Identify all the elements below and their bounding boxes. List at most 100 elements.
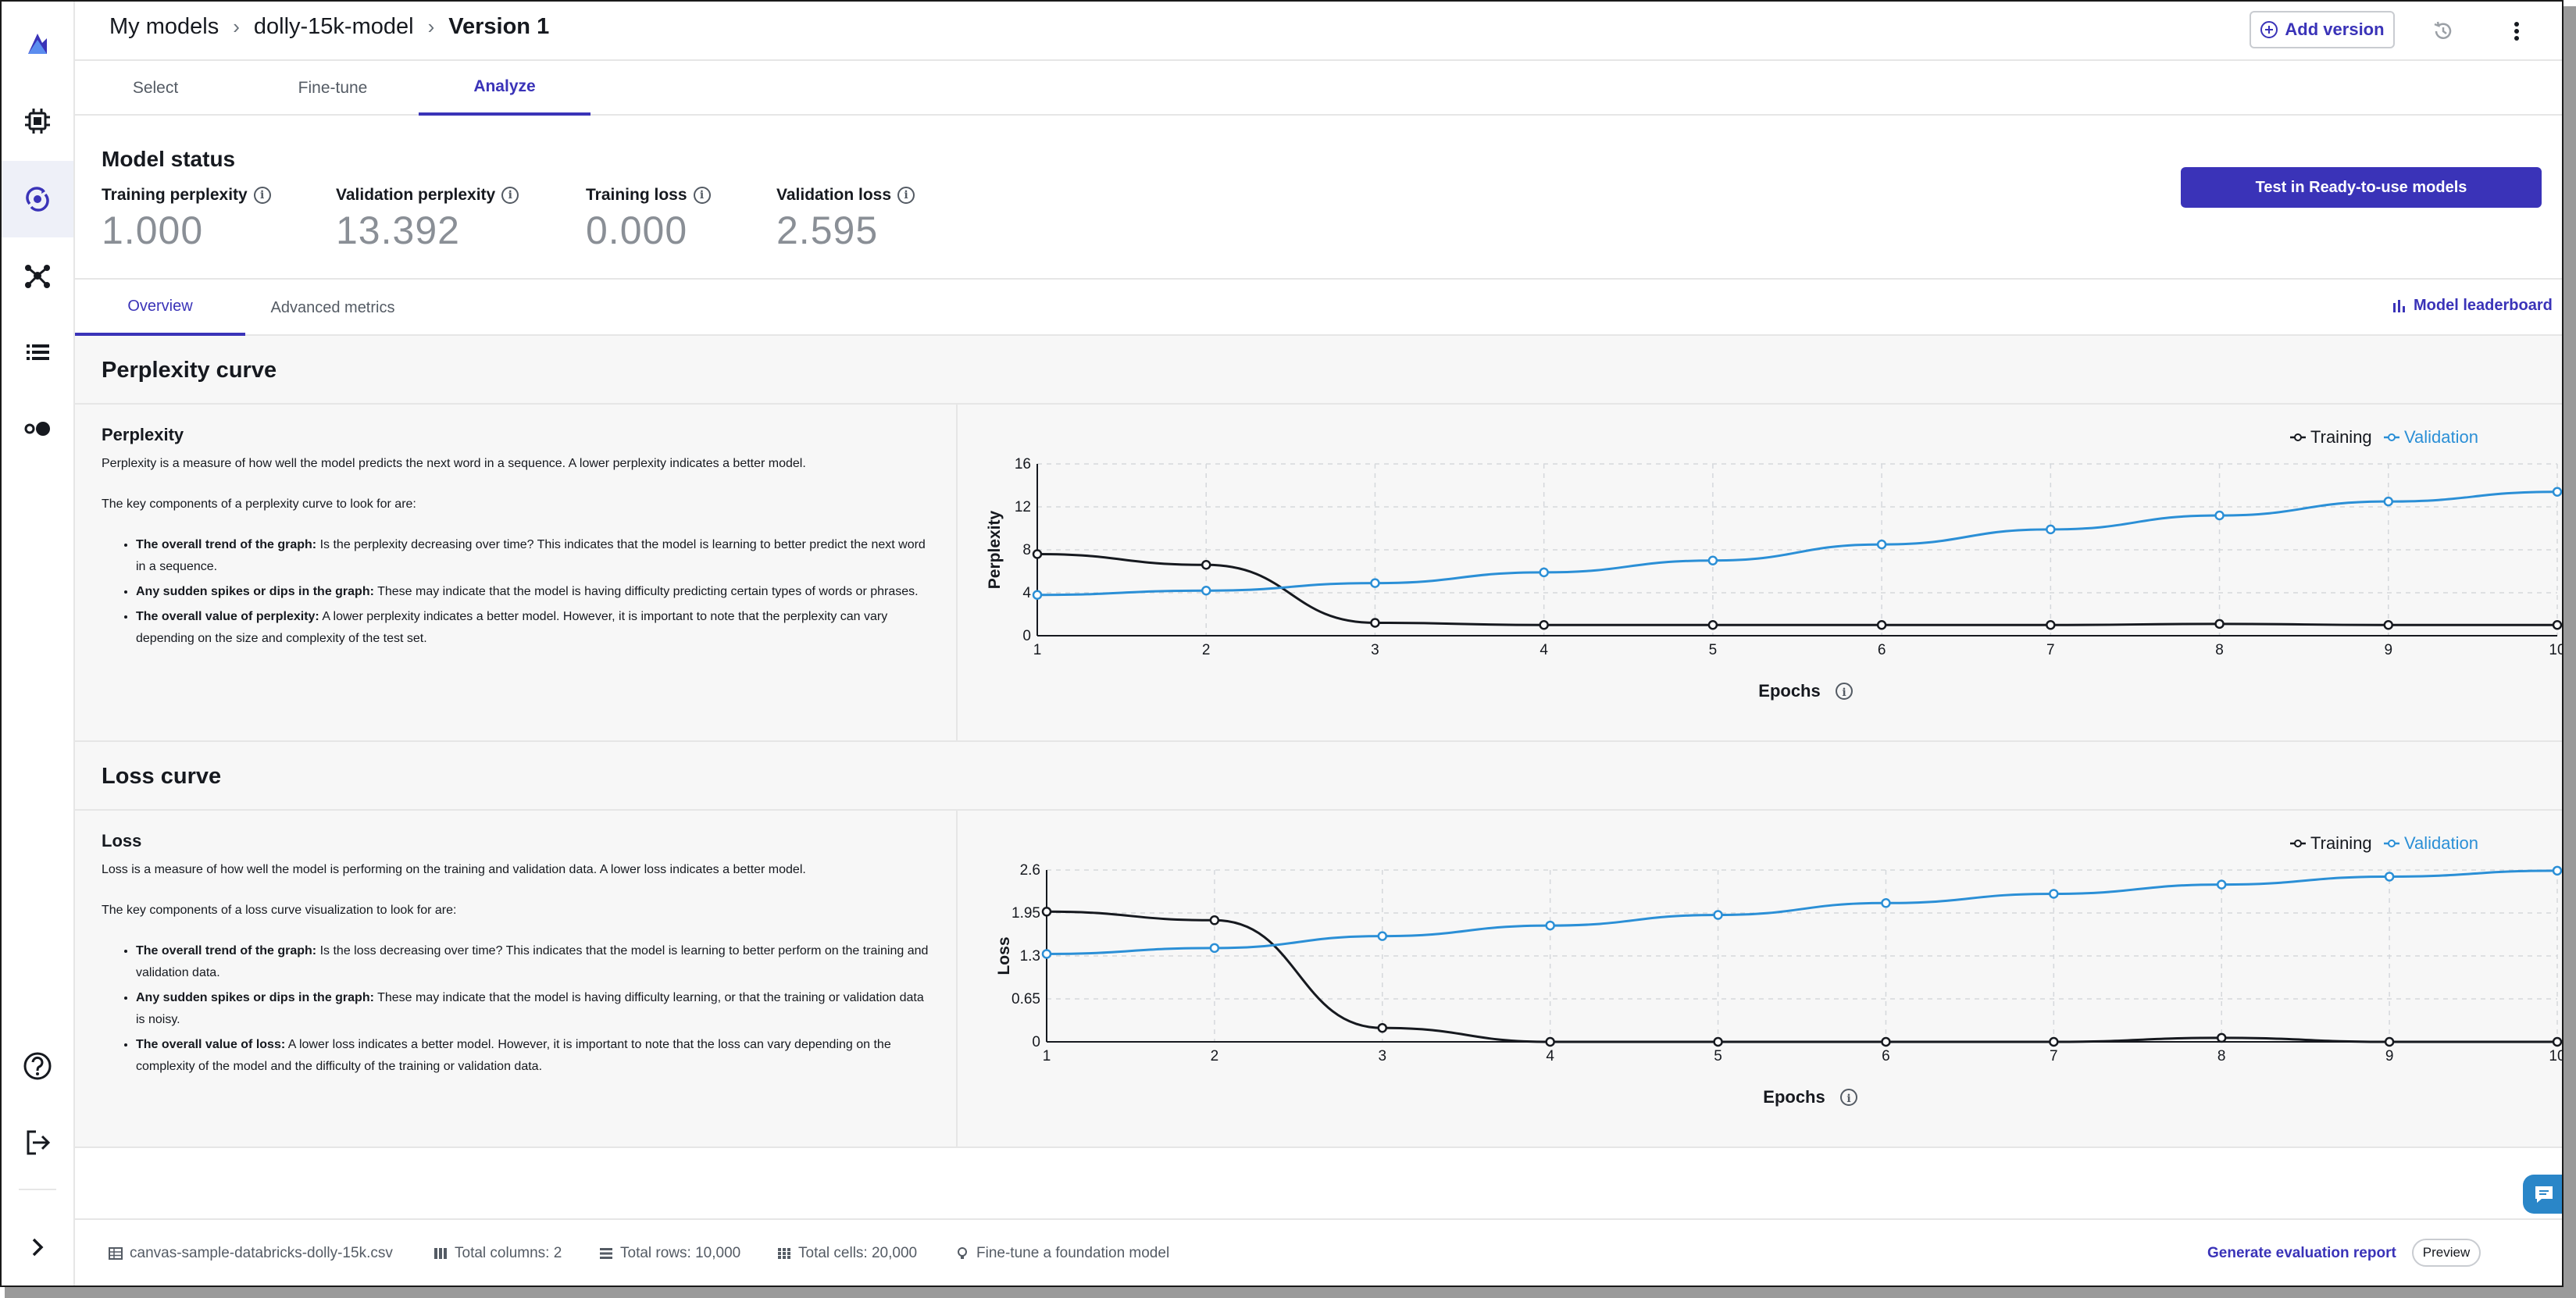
tab-fine-tune[interactable]: Fine-tune <box>298 79 368 97</box>
tab-select[interactable]: Select <box>132 79 179 97</box>
x-tick-label: 3 <box>1371 642 1379 658</box>
info-icon[interactable]: i <box>897 187 915 204</box>
tab-overview[interactable]: Overview <box>75 280 245 336</box>
task-type: Fine-tune a foundation model <box>954 1245 1169 1262</box>
loss-chart: 1 2 3 4 5 6 7 8 9 10 0 0.65 1.3 1.95 2.6 Epochs i Loss Tra… <box>995 833 2564 1107</box>
generate-evaluation-report-link[interactable]: Generate evaluation report <box>2207 1245 2396 1261</box>
canvas-logo-icon[interactable] <box>2 6 73 83</box>
perplexity-key-intro: The key components of a perplexity curve… <box>102 497 416 511</box>
more-options-icon[interactable] <box>2501 16 2532 47</box>
x-tick-label: 8 <box>2215 642 2224 658</box>
info-icon[interactable]: i <box>501 187 519 204</box>
y-tick-label: 1.3 <box>1020 948 1040 965</box>
data-point-validation <box>1713 910 1723 920</box>
legend-label: Training <box>2310 833 2372 853</box>
x-tick-label: 10 <box>2549 642 2564 658</box>
y-tick-label: 16 <box>1015 456 1031 472</box>
dataset-file: canvas-sample-databricks-dolly-15k.csv <box>108 1245 393 1262</box>
metric-value: 13.392 <box>336 209 460 252</box>
data-point-training <box>2214 619 2225 629</box>
metric-validation-loss: Validation loss i 2.595 <box>776 186 915 253</box>
leaderboard-label: Model leaderboard <box>2414 297 2553 314</box>
data-point-training <box>1377 1022 1388 1033</box>
info-icon[interactable]: i <box>693 187 711 204</box>
total-rows: Total rows: 10,000 <box>598 1245 740 1262</box>
y-axis-label: Loss <box>995 936 1013 975</box>
x-tick-label: 6 <box>1878 642 1886 658</box>
total-rows-label: Total rows: 10,000 <box>620 1245 741 1261</box>
legend-marker <box>2294 840 2302 847</box>
task-type-label: Fine-tune a foundation model <box>976 1245 1170 1261</box>
sign-out-icon[interactable] <box>2 1104 73 1181</box>
model-leaderboard-link[interactable]: Model leaderboard <box>2392 297 2553 315</box>
breadcrumb-model[interactable]: dolly-15k-model <box>253 14 414 39</box>
chip-icon[interactable] <box>2 83 73 159</box>
history-icon[interactable] <box>2428 16 2459 47</box>
data-point-validation <box>1545 920 1555 931</box>
x-tick-label: 4 <box>1540 642 1548 658</box>
series-line-training <box>1046 910 2557 1043</box>
info-icon <box>1836 683 1853 700</box>
x-tick-label: 3 <box>1378 1048 1386 1064</box>
dataset-file-name: canvas-sample-databricks-dolly-15k.csv <box>130 1245 393 1261</box>
my-models-icon[interactable] <box>2 161 73 237</box>
data-point-training <box>2046 620 2056 630</box>
table-icon <box>109 1247 123 1260</box>
breadcrumb-chevron-icon: › <box>427 15 435 38</box>
breadcrumb-chevron-icon: › <box>233 15 240 38</box>
list-item: The overall value of loss: A lower loss … <box>136 1034 929 1078</box>
add-version-button[interactable]: Add version <box>2250 11 2395 48</box>
metric-training-loss: Training loss i 0.000 <box>586 186 711 253</box>
info-icon-glyph: i <box>1846 1093 1850 1105</box>
list-item: The overall value of perplexity: A lower… <box>136 606 929 650</box>
loss-intro: Loss is a measure of how well the model … <box>102 863 806 876</box>
data-point-training <box>2383 620 2394 630</box>
info-icon-glyph: i <box>1842 686 1846 699</box>
data-point-training <box>2552 620 2562 630</box>
x-tick-label: 7 <box>2050 1048 2058 1064</box>
y-tick-label: 12 <box>1015 499 1031 515</box>
test-in-ready-to-use-button[interactable]: Test in Ready-to-use models <box>2181 167 2542 208</box>
data-point-training <box>1713 1036 1723 1047</box>
add-version-label: Add version <box>2285 20 2385 39</box>
perplexity-panel-title: Perplexity <box>102 425 184 444</box>
x-tick-label: 9 <box>2385 1048 2394 1064</box>
data-point-validation <box>1209 943 1220 954</box>
data-point-training <box>1032 549 1043 559</box>
metric-value: 0.000 <box>586 209 688 252</box>
data-point-training <box>1876 620 1887 630</box>
loss-description: Loss Loss is a measure of how well the m… <box>75 811 958 1146</box>
toggle-icon[interactable] <box>2 390 73 467</box>
data-point-training <box>1201 560 1211 570</box>
list-icon[interactable] <box>2 314 73 390</box>
data-point-training <box>1707 620 1718 630</box>
info-icon[interactable]: i <box>253 187 271 204</box>
legend-marker <box>2388 433 2396 441</box>
data-point-validation <box>1370 578 1380 588</box>
expand-chevron-icon[interactable] <box>2 1209 73 1286</box>
x-axis-label: Epochs <box>1763 1087 1825 1107</box>
total-cells: Total cells: 20,000 <box>776 1245 917 1262</box>
data-point-validation <box>2214 510 2225 521</box>
tab-advanced-metrics[interactable]: Advanced metrics <box>270 298 395 316</box>
network-icon[interactable] <box>2 237 73 314</box>
x-tick-label: 5 <box>1709 642 1718 658</box>
x-tick-label: 10 <box>2549 1048 2564 1064</box>
data-point-validation <box>1032 590 1043 600</box>
columns-icon <box>434 1248 447 1259</box>
chat-feedback-button[interactable] <box>2523 1175 2562 1214</box>
data-point-training <box>1370 618 1380 628</box>
model-status-title: Model status <box>102 147 236 171</box>
top-bar: My models › dolly-15k-model › Version 1 … <box>75 2 2562 61</box>
sub-tabs: Overview Advanced metrics Model leaderbo… <box>75 280 2562 336</box>
metric-value: 2.595 <box>776 209 879 252</box>
tab-analyze[interactable]: Analyze <box>419 61 590 116</box>
help-icon[interactable] <box>2 1028 73 1104</box>
series-line-validation <box>1036 490 2558 597</box>
x-tick-label: 9 <box>2384 642 2392 658</box>
perplexity-chart: 123456789100481216EpochsiPerplexityTrain… <box>986 427 2564 701</box>
grid-icon <box>778 1248 790 1259</box>
loss-chart-area: 1 2 3 4 5 6 7 8 9 10 0 0.65 1.3 1.95 2.6 Epochs i Loss Tra… <box>958 811 2562 1146</box>
breadcrumb-my-models[interactable]: My models <box>109 14 219 39</box>
perplexity-description: Perplexity Perplexity is a measure of ho… <box>75 405 958 740</box>
